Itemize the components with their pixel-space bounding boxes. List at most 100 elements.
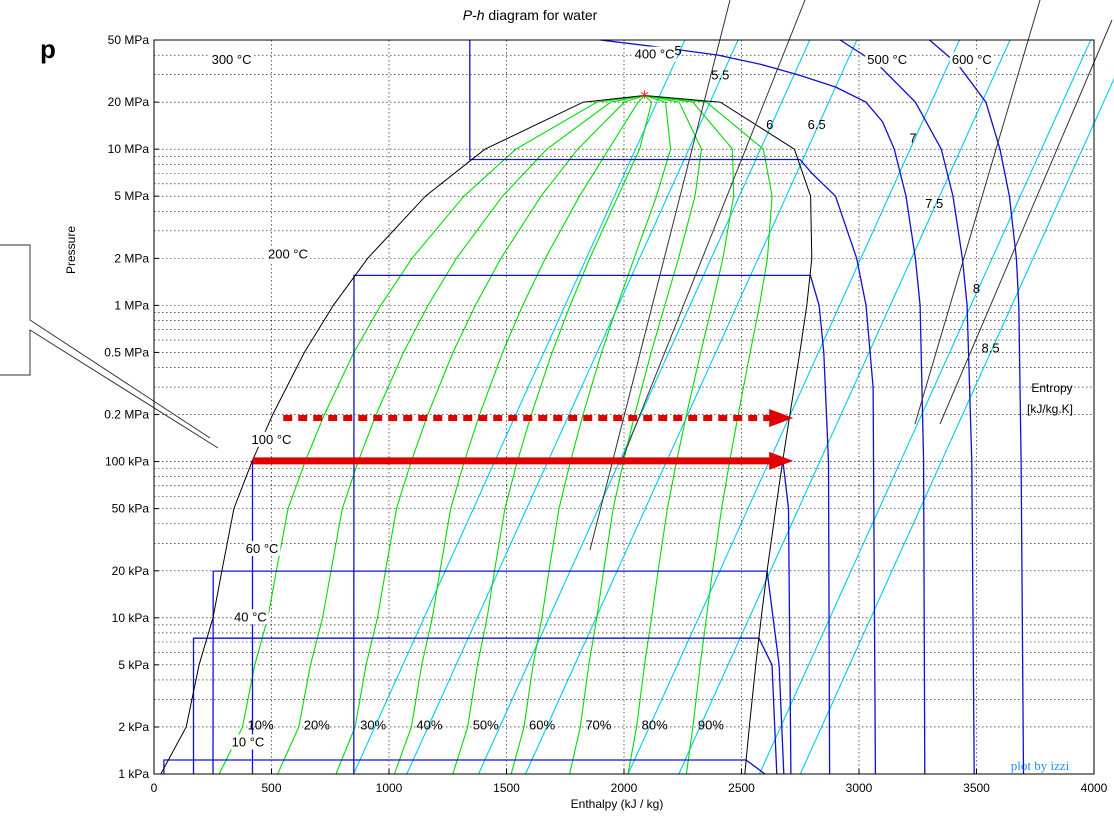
x-tick-label: 4000 <box>1081 781 1108 795</box>
isotherm-label: 600 °C <box>952 52 992 67</box>
isotherm-line <box>469 40 877 775</box>
y-tick-label: 1 MPa <box>114 298 149 312</box>
entropy-label: Entropy <box>1031 381 1072 395</box>
callout-line <box>939 19 1113 425</box>
grid <box>154 40 1094 774</box>
isotherm-line <box>353 274 831 775</box>
x-tick-label: 2500 <box>728 781 755 795</box>
y-tick-label: 20 MPa <box>108 95 150 109</box>
isotherm-line <box>600 39 926 775</box>
isotherm-label-bg <box>209 52 254 68</box>
quality-line <box>644 94 773 775</box>
isentrope-label: 5.5 <box>711 67 729 82</box>
chart-title: P-h diagram for water <box>463 7 598 23</box>
isentrope-label: 6 <box>766 117 773 132</box>
isentrope-line <box>678 39 1011 775</box>
quality-lines <box>218 94 773 775</box>
isentrope-label: 8.5 <box>982 340 1000 355</box>
quality-label: 20% <box>304 717 330 732</box>
isotherm-label-bg <box>229 734 267 750</box>
quality-line <box>569 94 703 775</box>
quality-label: 80% <box>642 717 668 732</box>
saturation-curve <box>160 94 813 775</box>
x-axis-label: Enthalpy (kJ / kg) <box>571 797 664 811</box>
y-tick-label: 5 kPa <box>118 658 149 672</box>
quality-line <box>627 94 735 775</box>
x-tick-label: 1000 <box>376 781 403 795</box>
isentrope-label: 5 <box>674 43 681 58</box>
isotherm-line <box>212 570 785 775</box>
quality-label: 40% <box>416 717 442 732</box>
chart-title-italic: P-h <box>463 7 485 23</box>
isotherm-label: 60 °C <box>246 541 279 556</box>
x-tick-label: 3000 <box>846 781 873 795</box>
critical-point-marker: * <box>640 87 649 108</box>
x-tick-label: 3500 <box>963 781 990 795</box>
process-arrow-head <box>769 451 794 470</box>
isentrope-line <box>524 39 858 775</box>
isentrope-line <box>477 39 811 775</box>
callout-line <box>619 0 806 466</box>
isotherm-label-bg <box>865 52 910 68</box>
process-arrows <box>252 409 794 470</box>
y-axis-label: Pressure <box>64 226 78 274</box>
quality-label: 50% <box>473 717 499 732</box>
isentrope-label: 8 <box>973 281 980 296</box>
quality-label: 30% <box>360 717 386 732</box>
isentrope-label: 7 <box>909 131 916 146</box>
plot-frame <box>153 39 1095 775</box>
isotherm-label-bg <box>266 246 310 262</box>
callout-line <box>0 244 211 439</box>
quality-line <box>277 94 645 775</box>
y-tick-label: 5 MPa <box>114 189 149 203</box>
isotherm-label: 100 °C <box>252 432 292 447</box>
isotherm-label: 300 °C <box>212 52 252 67</box>
isotherm-label: 40 °C <box>234 609 267 624</box>
quality-label: 90% <box>698 717 724 732</box>
entropy-unit-label: [kJ/kg.K] <box>1027 402 1073 416</box>
credit-label: plot by izzi <box>1011 758 1070 773</box>
isotherm-label-bg <box>249 431 294 447</box>
isentrope-line <box>627 39 960 775</box>
axes: 0 500 1000 1500 2000 2500 3000 3500 4000 50 MPa 20… <box>104 33 1107 795</box>
x-tick-label: 1500 <box>493 781 520 795</box>
quality-line <box>452 95 653 775</box>
y-tick-label: 2 MPa <box>114 251 149 265</box>
callout-lines <box>0 0 1113 551</box>
y-tick-label: 50 kPa <box>112 502 150 516</box>
isotherm-label: 200 °C <box>268 246 308 261</box>
quality-line <box>510 94 672 775</box>
quality-line <box>393 95 645 775</box>
isentrope-line <box>353 39 686 775</box>
isotherm-label: 400 °C <box>635 47 675 62</box>
y-tick-label: 1 kPa <box>118 767 149 781</box>
isotherm-lines <box>163 39 1025 775</box>
isotherm-line <box>929 39 1025 775</box>
x-tick-label: 500 <box>261 781 281 795</box>
y-tick-label: 0.5 MPa <box>104 345 149 359</box>
isentrope-label: 6.5 <box>808 117 826 132</box>
quality-line <box>218 94 645 775</box>
isotherm-label: 10 °C <box>232 734 265 749</box>
x-tick-label: 0 <box>151 781 158 795</box>
isotherm-label-bg <box>232 609 269 625</box>
quality-label: 70% <box>585 717 611 732</box>
isentrope-label: 7.5 <box>925 196 943 211</box>
y-tick-label: 50 MPa <box>108 33 150 47</box>
callout-line <box>914 0 1041 425</box>
isotherm-label: 500 °C <box>867 52 907 67</box>
overlay-letter: p <box>40 34 56 64</box>
y-tick-label: 10 kPa <box>112 611 150 625</box>
isotherm-label-bg <box>632 46 677 62</box>
y-tick-label: 10 MPa <box>108 142 150 156</box>
saturation-dome: * <box>160 87 813 775</box>
x-tick-label: 2000 <box>611 781 638 795</box>
y-tick-label: 100 kPa <box>105 455 149 469</box>
isentrope-lines <box>353 39 1114 775</box>
isotherm-label-bg <box>243 540 281 556</box>
isentrope-line <box>799 77 1114 775</box>
process-arrow-head <box>769 409 794 428</box>
callout-line <box>0 329 219 449</box>
quality-line <box>335 94 645 775</box>
